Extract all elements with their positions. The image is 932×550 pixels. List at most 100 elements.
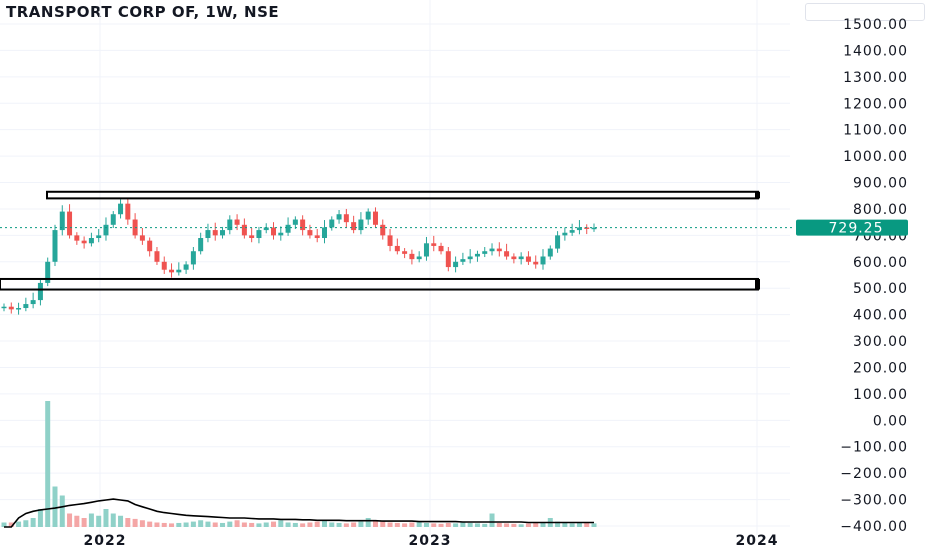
volume-bar <box>540 522 546 527</box>
candle-body <box>249 235 255 239</box>
y-tick-label: 400.00 <box>853 308 908 324</box>
volume-bars <box>1 401 597 527</box>
candle-body <box>8 306 14 310</box>
zones <box>0 190 760 291</box>
volume-bar <box>8 522 14 527</box>
candle-body <box>365 211 371 220</box>
volume-bar <box>132 518 138 527</box>
top-right-control[interactable] <box>805 3 925 21</box>
volume-bar <box>496 522 502 527</box>
volume-bar <box>154 522 160 527</box>
volume-bar <box>169 523 175 527</box>
volume-bar <box>88 513 94 527</box>
volume-bar <box>438 523 444 527</box>
candle-body <box>220 230 226 236</box>
volume-bar <box>329 522 335 527</box>
volume-bar <box>183 522 189 527</box>
volume-bar <box>576 522 582 527</box>
candle-body <box>16 308 22 310</box>
last-price-background <box>796 219 908 236</box>
candle-body <box>511 256 517 260</box>
candle-body <box>489 248 495 252</box>
volume-bar <box>372 520 378 527</box>
y-tick-label: 1300.00 <box>843 70 908 86</box>
volume-bar <box>81 518 87 527</box>
candle-body <box>576 227 582 231</box>
candle-body <box>278 232 284 236</box>
volume-bar <box>292 522 298 527</box>
y-tick-label: 300.00 <box>853 334 908 350</box>
volume-bar <box>241 522 247 527</box>
volume-bar <box>445 522 451 527</box>
candle-body <box>562 232 568 236</box>
y-tick-label: 1500.00 <box>843 17 908 33</box>
candle-body <box>67 211 73 236</box>
y-tick-label: 1400.00 <box>843 43 908 59</box>
resistance-zone-handle <box>755 191 760 199</box>
volume-bar <box>103 509 109 527</box>
last-price-label: 729.25 <box>829 221 884 237</box>
candle-body <box>504 251 510 257</box>
volume-bar <box>234 520 240 527</box>
candle-body <box>30 300 36 305</box>
y-tick-label: 600.00 <box>853 255 908 271</box>
volume-bar <box>67 513 73 527</box>
volume-bar <box>518 524 524 527</box>
volume-bar <box>139 520 145 527</box>
candle-body <box>256 230 262 239</box>
volume-bar <box>358 521 364 527</box>
candle-body <box>263 227 269 231</box>
candle-body <box>190 251 196 265</box>
candle-body <box>271 227 277 236</box>
volume-bar <box>278 520 284 527</box>
candle-body <box>445 251 451 268</box>
volume-bar <box>431 523 437 527</box>
candle-body <box>52 230 58 262</box>
volume-bar <box>96 515 102 527</box>
candle-body <box>584 227 590 229</box>
candle-body <box>110 214 116 225</box>
candle-body <box>474 253 480 257</box>
volume-bar <box>584 522 590 527</box>
candle-body <box>591 227 597 230</box>
volume-bar <box>460 522 466 527</box>
volume-bar <box>314 521 320 527</box>
volume-ma-line <box>4 498 594 528</box>
y-tick-label: 1200.00 <box>843 96 908 112</box>
candle-body <box>394 245 400 252</box>
candle-body <box>402 251 408 254</box>
candle-body <box>372 211 378 225</box>
candle-body <box>292 219 298 225</box>
volume-bar <box>300 523 306 527</box>
volume-bar <box>249 522 255 527</box>
x-tick-label: 2022 <box>84 533 127 549</box>
volume-bar <box>482 523 488 527</box>
y-tick-label: 900.00 <box>853 176 908 192</box>
candle-body <box>198 238 204 252</box>
volume-bar <box>307 522 313 527</box>
volume-bar <box>402 523 408 527</box>
volume-bar <box>562 522 568 527</box>
candle-body <box>314 235 320 239</box>
candle-body <box>438 245 444 252</box>
candle-body <box>540 256 546 265</box>
candles <box>1 198 597 315</box>
candle-body <box>161 261 167 270</box>
candle-body <box>285 224 291 233</box>
candle-body <box>183 264 189 270</box>
candle-body <box>380 224 386 236</box>
volume-bar <box>74 515 80 527</box>
volume-bar <box>176 522 182 527</box>
candle-body <box>409 253 415 260</box>
candle-body <box>569 230 575 233</box>
y-tick-label: −200.00 <box>840 466 908 482</box>
volume-bar <box>285 522 291 527</box>
candle-body <box>103 224 109 236</box>
volume-bar <box>271 521 277 527</box>
volume-bar <box>365 518 371 527</box>
x-axis: 2022 2023 2024 <box>84 533 778 549</box>
volume-bar <box>125 518 131 527</box>
y-tick-label: 200.00 <box>853 360 908 376</box>
volume-bar <box>591 523 597 527</box>
